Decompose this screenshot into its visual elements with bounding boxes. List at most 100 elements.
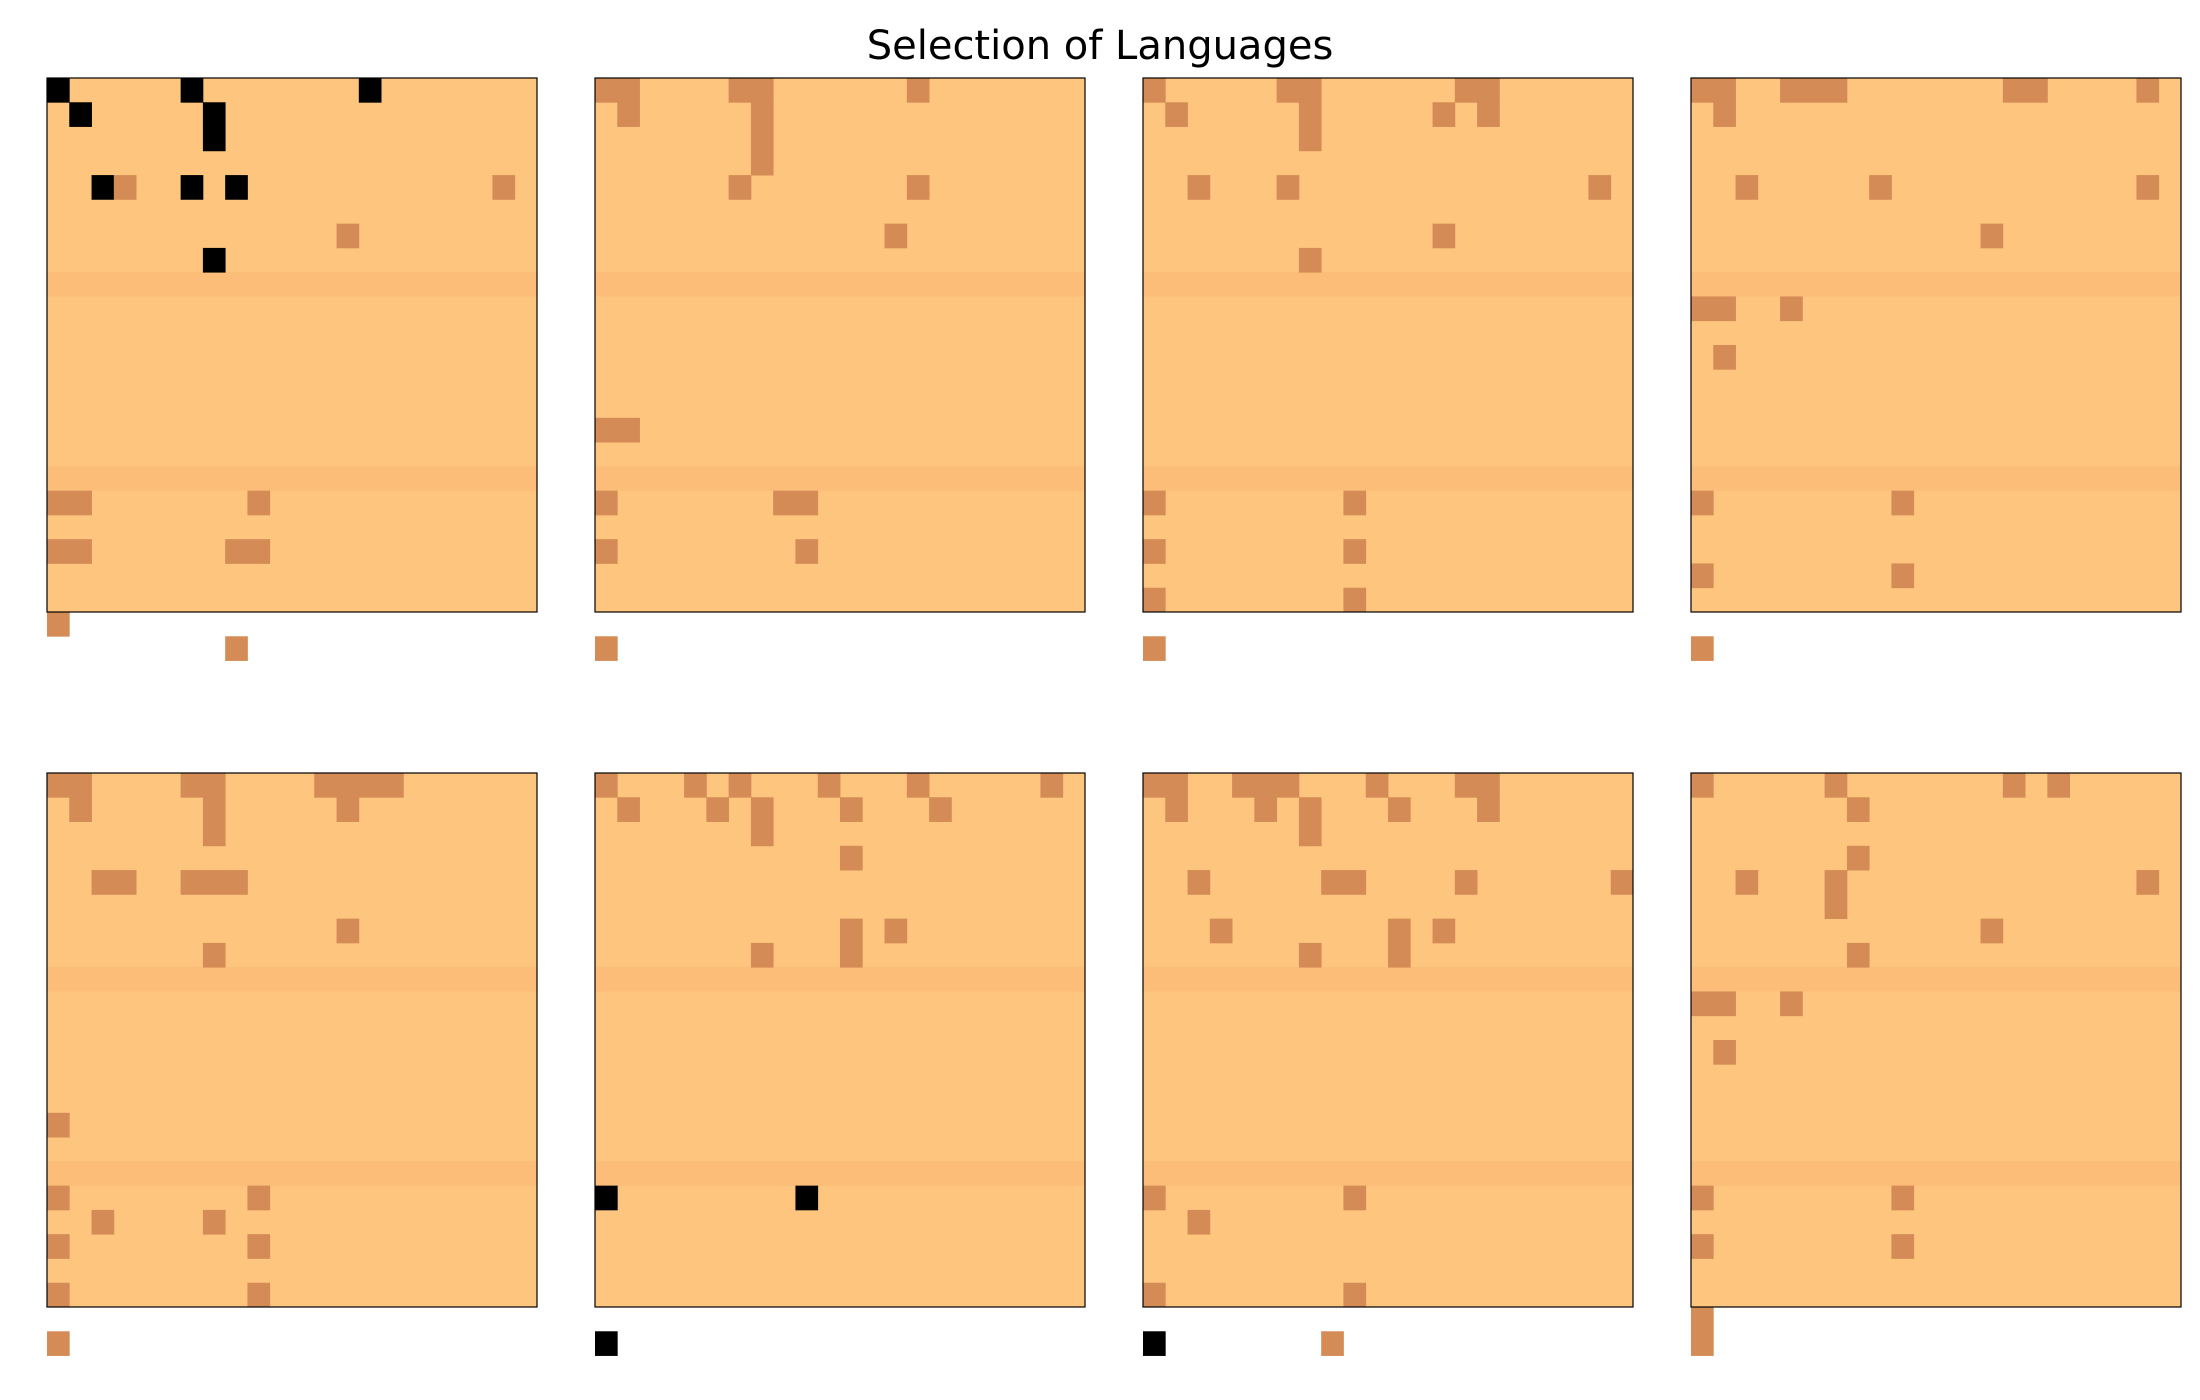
- heatmap-cell: [47, 612, 70, 637]
- heatmap-cell: [1343, 539, 1367, 564]
- heatmap-cell: [1187, 175, 1211, 200]
- heatmap-cell: [1691, 1307, 1714, 1332]
- heatmap-cell: [840, 918, 863, 944]
- heatmap-cell: [1143, 587, 1166, 613]
- heatmap-cell: [1365, 773, 1389, 798]
- panel-frame: [1142, 772, 1634, 1308]
- band-row: [47, 466, 537, 491]
- heatmap-cell: [1588, 175, 1612, 200]
- heatmap-cell: [1713, 102, 1736, 127]
- band-row: [1691, 466, 2181, 491]
- heatmap-cell: [617, 102, 640, 127]
- band-row: [47, 1161, 537, 1186]
- heatmap-cell: [817, 773, 841, 798]
- heatmap-cell: [1343, 1185, 1367, 1211]
- heatmap-cell: [1802, 78, 1826, 103]
- heatmap-cell: [1298, 247, 1322, 273]
- heatmap-panel: [594, 77, 1086, 661]
- heatmap-panel: [1690, 77, 2182, 661]
- heatmap-cell: [358, 773, 382, 798]
- heatmap-cell: [1165, 773, 1188, 798]
- heatmap-cell: [47, 539, 70, 564]
- heatmap-cell: [358, 78, 382, 103]
- heatmap-cell: [840, 797, 863, 822]
- heatmap-cell: [595, 1331, 618, 1356]
- heatmap-cell: [1388, 918, 1411, 944]
- heatmap-cell: [595, 773, 618, 798]
- heatmap-cell: [750, 102, 774, 127]
- heatmap-cell: [113, 175, 137, 200]
- heatmap-cell: [728, 773, 752, 798]
- heatmap-cell: [1143, 1282, 1166, 1308]
- heatmap-cell: [1343, 587, 1367, 613]
- heatmap-cell: [202, 126, 226, 152]
- heatmap-cell: [1477, 78, 1500, 103]
- heatmap-cell: [1321, 1331, 1344, 1356]
- heatmap-cell: [617, 797, 640, 822]
- heatmap-cell: [617, 417, 640, 443]
- heatmap-cell: [750, 797, 774, 822]
- heatmap-cell: [595, 490, 618, 516]
- heatmap-cell: [2002, 78, 2026, 103]
- heatmap-cell: [1432, 102, 1456, 127]
- heatmap-cell: [1713, 345, 1736, 370]
- heatmap-cell: [91, 1209, 115, 1235]
- heatmap-cell: [1432, 918, 1456, 944]
- heatmap-cell: [840, 845, 863, 871]
- heatmap-cell: [840, 942, 863, 968]
- heatmap-cell: [1298, 102, 1322, 127]
- heatmap-cell: [1780, 991, 1803, 1017]
- band-row: [595, 967, 1085, 992]
- heatmap-cell: [2136, 78, 2160, 103]
- heatmap-cell: [1343, 870, 1367, 895]
- heatmap-cell: [381, 773, 404, 798]
- heatmap-cell: [1691, 1185, 1714, 1211]
- heatmap-cell: [750, 821, 774, 847]
- heatmap-cell: [2136, 175, 2160, 200]
- band-row: [1143, 466, 1633, 491]
- panel-frame: [1690, 77, 2182, 613]
- heatmap-cell: [69, 797, 92, 822]
- heatmap-cell: [906, 773, 930, 798]
- heatmap-cell: [1980, 918, 2004, 944]
- heatmap-cell: [1824, 894, 1848, 920]
- heatmap-cell: [247, 490, 271, 516]
- heatmap-cell: [225, 636, 248, 661]
- heatmap-cell: [47, 773, 70, 798]
- heatmap-cell: [1388, 797, 1411, 822]
- heatmap-cell: [1691, 563, 1714, 589]
- heatmap-cell: [202, 797, 226, 822]
- band-row: [595, 466, 1085, 491]
- panel-background: [1691, 773, 2181, 1307]
- heatmap-cell: [1846, 797, 1870, 822]
- heatmap-cell: [202, 1209, 226, 1235]
- heatmap-cell: [750, 78, 774, 103]
- panel-background: [1143, 773, 1633, 1307]
- heatmap-cell: [1454, 870, 1478, 895]
- heatmap-cell: [113, 870, 137, 895]
- heatmap-cell: [750, 942, 774, 968]
- heatmap-cell: [1298, 78, 1322, 103]
- heatmap-cell: [225, 539, 248, 564]
- heatmap-cell: [1610, 870, 1634, 895]
- heatmap-cell: [1780, 78, 1803, 103]
- heatmap-cell: [1713, 991, 1736, 1017]
- heatmap-cell: [1143, 1185, 1166, 1211]
- heatmap-cell: [336, 797, 360, 822]
- heatmap-cell: [795, 490, 819, 516]
- heatmap-cell: [202, 247, 226, 273]
- heatmap-cell: [728, 175, 752, 200]
- heatmap-cell: [1846, 942, 1870, 968]
- heatmap-cell: [1477, 773, 1500, 798]
- band-row: [47, 272, 537, 297]
- heatmap-cell: [617, 78, 640, 103]
- panel-frame: [1142, 77, 1634, 613]
- heatmap-cell: [1040, 773, 1064, 798]
- heatmap-cell: [47, 1185, 70, 1211]
- heatmap-cell: [1298, 126, 1322, 152]
- heatmap-cell: [47, 1112, 70, 1138]
- heatmap-cell: [1187, 1209, 1211, 1235]
- heatmap-cell: [929, 797, 952, 822]
- heatmap-cell: [69, 102, 92, 127]
